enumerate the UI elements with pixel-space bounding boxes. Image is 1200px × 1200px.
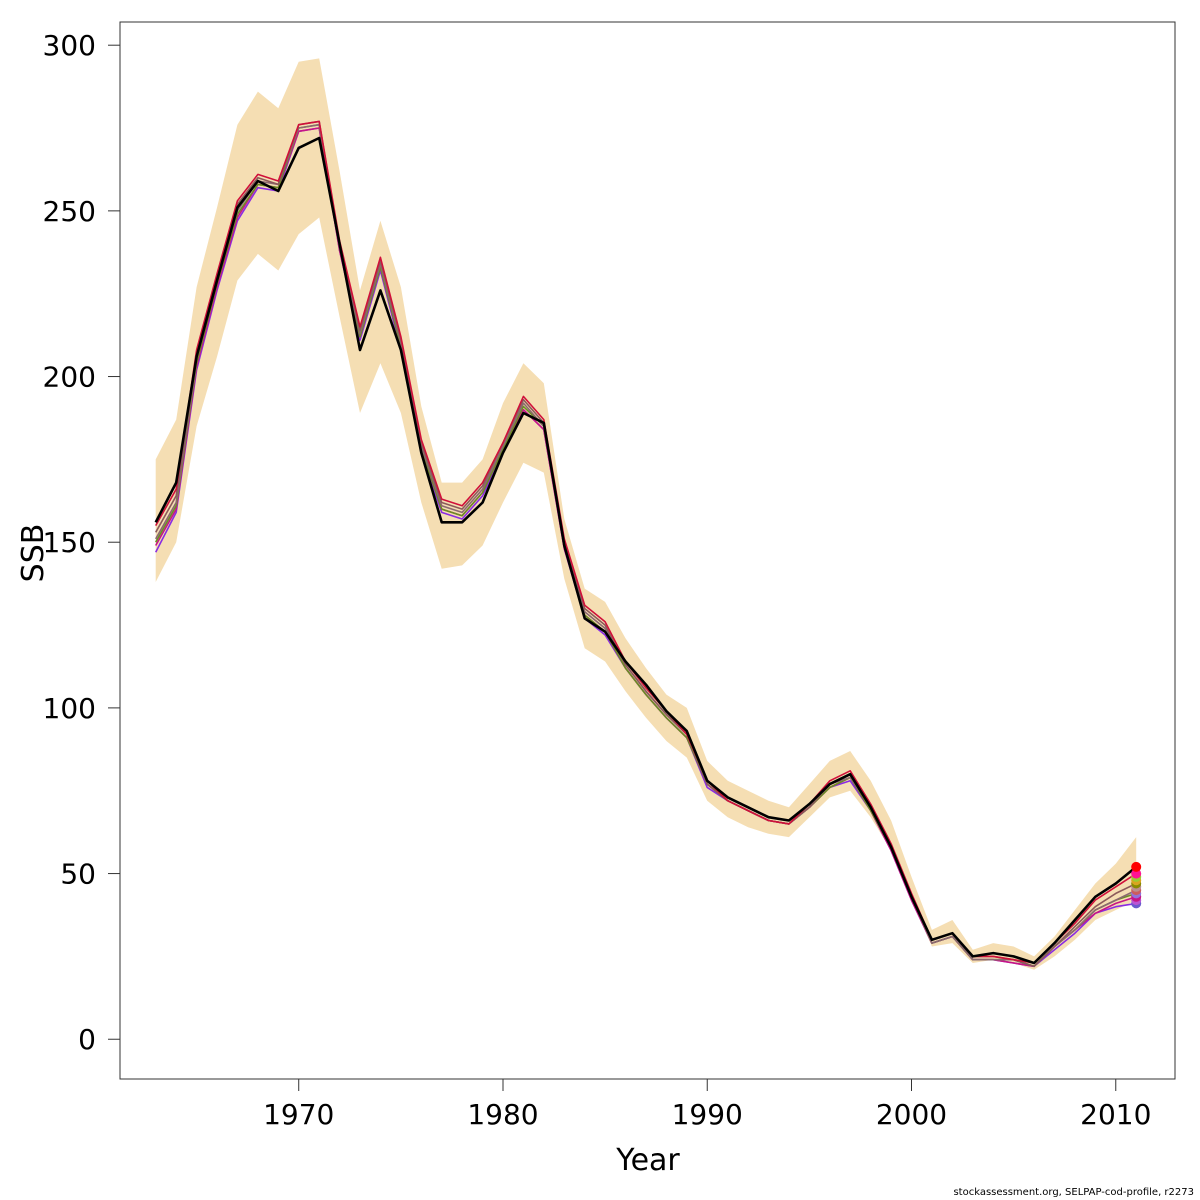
y-tick-label-150: 150 — [43, 526, 96, 559]
credit-footer: stockassessment.org, SELPAP-cod-profile,… — [953, 1187, 1194, 1198]
x-tick-label-1970: 1970 — [263, 1098, 334, 1131]
confidence-band-layer — [155, 58, 1137, 970]
series-line-0 — [154, 136, 1138, 965]
x-tick-label-2000: 2000 — [876, 1098, 947, 1131]
x-tick-label-2010: 2010 — [1080, 1098, 1151, 1131]
x-axis: 1970 1980 1990 2000 2010 — [263, 1078, 1151, 1131]
series-layer — [154, 120, 1138, 968]
x-tick-label-1980: 1980 — [467, 1098, 538, 1131]
y-tick-label-250: 250 — [43, 195, 96, 228]
confidence-band — [155, 58, 1137, 970]
y-tick-label-200: 200 — [43, 361, 96, 394]
end-point-0 — [1131, 861, 1142, 872]
y-tick-label-0: 0 — [78, 1023, 96, 1056]
y-tick-label-300: 300 — [43, 29, 96, 62]
x-tick-label-1990: 1990 — [672, 1098, 743, 1131]
y-axis: 0 50 100 150 200 250 300 — [43, 29, 121, 1056]
y-tick-label-100: 100 — [43, 692, 96, 725]
end-points-layer — [1131, 861, 1142, 909]
y-axis-title: SSB — [16, 524, 51, 583]
x-axis-title: Year — [615, 1143, 680, 1178]
y-tick-label-50: 50 — [60, 858, 96, 891]
